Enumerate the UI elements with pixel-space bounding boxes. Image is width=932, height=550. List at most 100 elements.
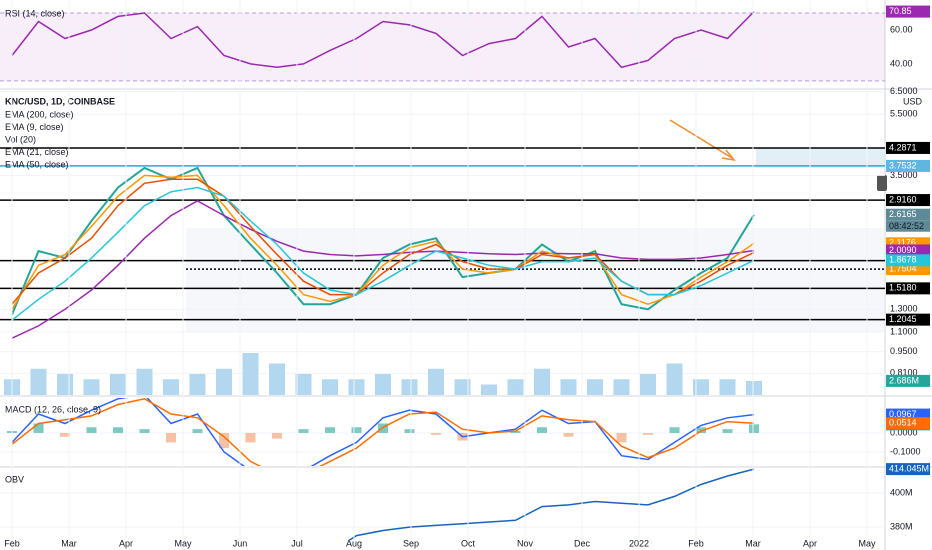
volume-bar: [693, 379, 709, 395]
x-tick-label: May: [174, 538, 192, 548]
volume-bar: [110, 374, 126, 395]
price-tag: 2.6165: [886, 208, 930, 221]
volume-bar: [189, 374, 206, 395]
histogram-bar: [749, 424, 759, 433]
x-tick-label: May: [858, 538, 876, 548]
tag-box: [886, 141, 930, 154]
y-tick-label: 0.9500: [890, 346, 918, 356]
volume-bar: [454, 379, 471, 395]
tag-box: [886, 374, 930, 387]
tag-label: 4.2871: [889, 142, 917, 152]
histogram-bar: [139, 429, 150, 433]
histogram-bar: [192, 429, 203, 433]
tag-box: [886, 254, 930, 267]
tag-label: 0.0514: [889, 418, 917, 428]
price-tag: 2.0090: [886, 244, 930, 257]
y-tick-label: 40.00: [890, 58, 913, 68]
volume-bar: [136, 368, 153, 395]
tag-box: [886, 417, 930, 430]
currency: USD: [903, 96, 923, 106]
countdown-box: [886, 220, 930, 232]
volume-bar: [375, 374, 391, 395]
panel-title: OBV: [5, 474, 24, 484]
series-line: [11, 11, 755, 69]
histogram-bar: [219, 432, 229, 449]
volume-bar: [295, 374, 312, 395]
series-line: [11, 199, 755, 339]
volume-bar: [57, 374, 73, 395]
volume-bar: [560, 379, 577, 395]
arrow: [669, 119, 733, 159]
price-tag: 0.0514: [886, 417, 930, 430]
x-tick-label: 2022: [629, 538, 649, 548]
x-tick-label: Oct: [461, 538, 476, 548]
histogram-bar: [643, 432, 653, 435]
volume-bar: [719, 379, 736, 395]
tag-box: [886, 313, 930, 326]
tag-label: 414.045M: [889, 463, 929, 473]
histogram-bar: [113, 427, 123, 433]
y-tick-label: 1.1000: [890, 326, 918, 336]
volume-bar: [746, 380, 762, 395]
panel-title: RSI (14, close): [5, 8, 65, 18]
panel: [0, 468, 885, 540]
volume-bar: [163, 379, 179, 395]
y-tick-label: 400M: [890, 487, 913, 497]
x-tick-label: Feb: [688, 538, 704, 548]
countdown: 08:42:52: [889, 221, 924, 231]
volume-bar: [481, 384, 497, 395]
x-tick-label: Mar: [745, 538, 761, 548]
projection-box: [756, 148, 885, 168]
panel: [0, 91, 885, 395]
histogram-bar: [298, 429, 309, 433]
panel: [0, 398, 885, 466]
y-tick-label: 0.0000: [890, 427, 918, 437]
histogram-bar: [404, 429, 415, 433]
x-tick-label: Feb: [4, 538, 20, 548]
x-tick-label: Aug: [346, 538, 362, 548]
tag-box: [886, 159, 930, 172]
x-tick-label: Jul: [291, 538, 303, 548]
histogram-bar: [245, 432, 256, 443]
series-line: [348, 468, 755, 540]
price-tag: 70.85: [886, 5, 930, 18]
price-tag: 2.9160: [886, 194, 930, 207]
volume-bar: [83, 379, 100, 395]
x-tick-label: Nov: [517, 538, 534, 548]
volume-bar: [534, 368, 550, 395]
histogram-bar: [616, 432, 627, 443]
y-tick-label: 3.5000: [890, 170, 918, 180]
histogram-bar: [696, 427, 706, 433]
volume-bar: [348, 379, 365, 395]
tag-label: 2.0090: [889, 245, 917, 255]
y-tick-label: 380M: [890, 521, 913, 531]
histogram-bar: [33, 423, 44, 433]
series-line: [11, 186, 755, 321]
legend-entry: EMA (9, close): [5, 122, 64, 132]
x-tick-label: Dec: [574, 538, 591, 548]
histogram-bar: [510, 431, 521, 433]
volume-bar: [30, 368, 47, 395]
series-line: [11, 174, 755, 310]
add-button[interactable]: [877, 175, 887, 191]
legend-entry: EMA (21, close): [5, 147, 69, 157]
histogram-bar: [722, 429, 733, 433]
tag-label: 1.5180: [889, 283, 917, 293]
tag-box: [886, 282, 930, 295]
tag-label: 70.85: [889, 6, 912, 16]
histogram-bar: [351, 427, 362, 433]
tag-box: [886, 5, 930, 18]
volume-bar: [613, 379, 630, 395]
price-tag: 3.7532: [886, 159, 930, 172]
price-tag: 4.2871: [886, 141, 930, 154]
volume-bar: [322, 379, 338, 395]
tag-box: [886, 194, 930, 207]
volume-bar: [428, 368, 444, 395]
panel-title: KNC/USD, 1D, COINBASE: [5, 96, 115, 106]
legend-entry: EMA (200, close): [5, 109, 74, 119]
volume-bar: [507, 379, 524, 395]
panel: [0, 11, 885, 82]
x-tick-label: Jun: [233, 538, 248, 548]
tag-label: 3.7532: [889, 160, 917, 170]
histogram-bar: [537, 427, 547, 433]
